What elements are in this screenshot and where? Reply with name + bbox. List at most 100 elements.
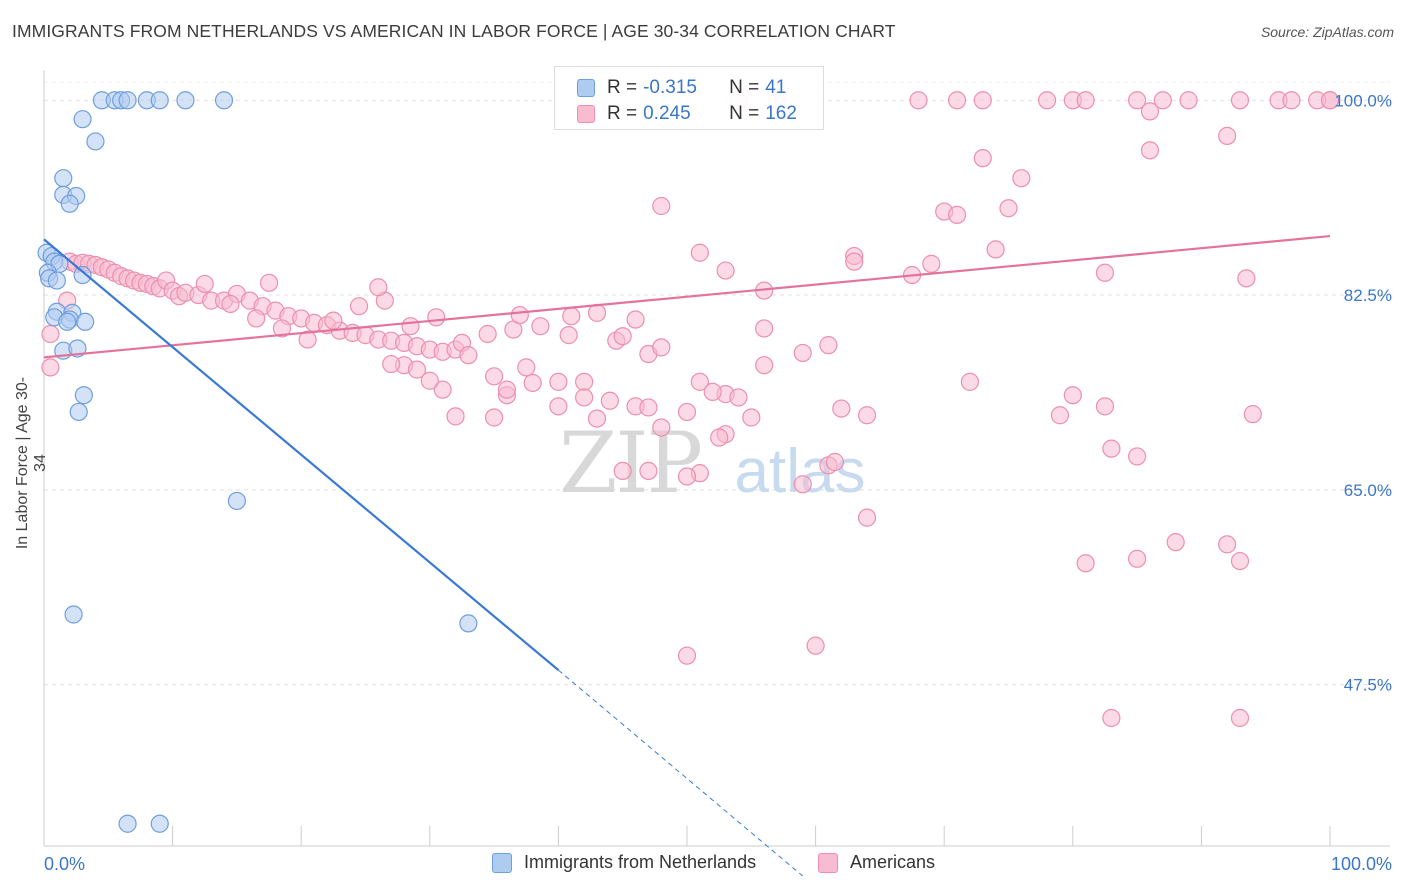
americans-point bbox=[999, 199, 1018, 218]
americans-point bbox=[677, 646, 697, 665]
netherlands-point bbox=[54, 169, 73, 188]
americans-point bbox=[1140, 102, 1160, 121]
americans-point bbox=[195, 274, 214, 294]
americans-point bbox=[652, 418, 671, 437]
americans-point bbox=[485, 367, 504, 386]
netherlands-point bbox=[176, 91, 195, 110]
americans-point bbox=[613, 461, 632, 481]
netherlands-trend-line bbox=[43, 238, 560, 671]
americans-trend-line bbox=[43, 234, 1331, 359]
americans-point bbox=[793, 343, 812, 363]
americans-point bbox=[690, 243, 709, 262]
americans-point bbox=[1050, 406, 1070, 425]
americans-point bbox=[1230, 91, 1250, 110]
netherlands-point bbox=[150, 814, 169, 833]
svg-text:ZIP: ZIP bbox=[559, 414, 701, 512]
americans-point bbox=[1095, 263, 1115, 282]
americans-point bbox=[382, 354, 401, 374]
r-value: 0.245 bbox=[643, 103, 691, 124]
americans-point bbox=[1076, 91, 1095, 110]
blue-swatch bbox=[577, 79, 595, 97]
americans-point bbox=[1095, 397, 1115, 416]
americans-point bbox=[549, 372, 568, 391]
americans-point bbox=[652, 196, 671, 216]
americans-point bbox=[819, 336, 838, 355]
correlation-legend: R = -0.315 N = 41 R = 0.245 N = 162 bbox=[554, 66, 824, 130]
americans-point bbox=[832, 399, 851, 418]
americans-point bbox=[973, 149, 992, 168]
americans-point bbox=[845, 252, 864, 271]
chart-title: IMMIGRANTS FROM NETHERLANDS VS AMERICAN … bbox=[12, 21, 896, 41]
netherlands-point bbox=[73, 265, 92, 285]
americans-point bbox=[427, 308, 446, 327]
americans-point bbox=[703, 382, 722, 401]
americans-point bbox=[626, 310, 645, 329]
americans-point bbox=[922, 254, 941, 273]
americans-point bbox=[600, 391, 619, 410]
americans-point bbox=[575, 372, 594, 391]
pink-swatch bbox=[577, 105, 595, 123]
americans-point bbox=[947, 205, 967, 225]
legend-label: Americans bbox=[850, 852, 936, 872]
americans-point bbox=[909, 91, 928, 110]
n-value: 41 bbox=[765, 77, 787, 98]
watermark: ZIP atlas bbox=[559, 414, 866, 512]
americans-point bbox=[755, 356, 774, 375]
americans-point bbox=[324, 311, 343, 330]
americans-point bbox=[562, 307, 581, 326]
americans-point bbox=[549, 397, 568, 416]
americans-point bbox=[401, 317, 420, 336]
americans-point bbox=[1230, 708, 1250, 728]
netherlands-point bbox=[86, 132, 105, 151]
americans-point bbox=[825, 452, 844, 472]
americans-point bbox=[1230, 551, 1250, 571]
americans-point bbox=[1218, 126, 1237, 145]
svg-text:atlas: atlas bbox=[735, 437, 866, 506]
americans-point bbox=[1282, 91, 1301, 110]
y-tick-label: 82.5% bbox=[1344, 286, 1392, 305]
y-tick-label: 65.0% bbox=[1344, 481, 1392, 500]
americans-point bbox=[1076, 554, 1095, 573]
r-label: R = bbox=[607, 103, 638, 124]
americans-point bbox=[485, 408, 504, 427]
americans-point bbox=[710, 428, 729, 447]
americans-point bbox=[1063, 386, 1082, 405]
americans-point bbox=[247, 309, 266, 328]
americans-point bbox=[1179, 91, 1198, 110]
americans-point bbox=[531, 317, 550, 336]
tick-labels: 47.5% 65.0% 82.5% 100.0% 0.0% 100.0% bbox=[44, 91, 1392, 874]
americans-point bbox=[446, 407, 465, 426]
americans-point bbox=[1153, 91, 1172, 110]
netherlands-point bbox=[459, 614, 478, 633]
netherlands-point bbox=[60, 194, 79, 213]
r-value: -0.315 bbox=[643, 77, 697, 98]
netherlands-point bbox=[118, 814, 137, 833]
americans-point bbox=[1037, 91, 1057, 110]
americans-point bbox=[639, 398, 658, 417]
legend-row-americans: R = 0.245 N = 162 bbox=[577, 101, 797, 127]
americans-point bbox=[1127, 549, 1147, 568]
trend-lines bbox=[43, 234, 1331, 877]
legend-row-netherlands: R = -0.315 N = 41 bbox=[577, 75, 786, 101]
americans-point bbox=[973, 91, 992, 110]
americans-point bbox=[369, 278, 388, 297]
americans-point bbox=[559, 326, 578, 345]
netherlands-point bbox=[74, 386, 93, 405]
americans-point bbox=[497, 380, 517, 399]
axes bbox=[43, 70, 1390, 847]
americans-point bbox=[986, 240, 1005, 259]
americans-point bbox=[947, 91, 967, 110]
pink-swatch bbox=[818, 852, 838, 873]
legend-label: Immigrants from Netherlands bbox=[524, 852, 757, 872]
r-label: R = bbox=[607, 77, 638, 98]
source-label: Source: ZipAtlas.com bbox=[1260, 24, 1394, 40]
americans-point bbox=[587, 409, 607, 428]
netherlands-point bbox=[58, 312, 77, 331]
grid-lines bbox=[44, 81, 1390, 686]
americans-point bbox=[793, 475, 812, 494]
blue-swatch bbox=[492, 852, 512, 873]
americans-point bbox=[272, 319, 292, 338]
americans-point bbox=[690, 372, 709, 391]
americans-point bbox=[517, 358, 536, 377]
